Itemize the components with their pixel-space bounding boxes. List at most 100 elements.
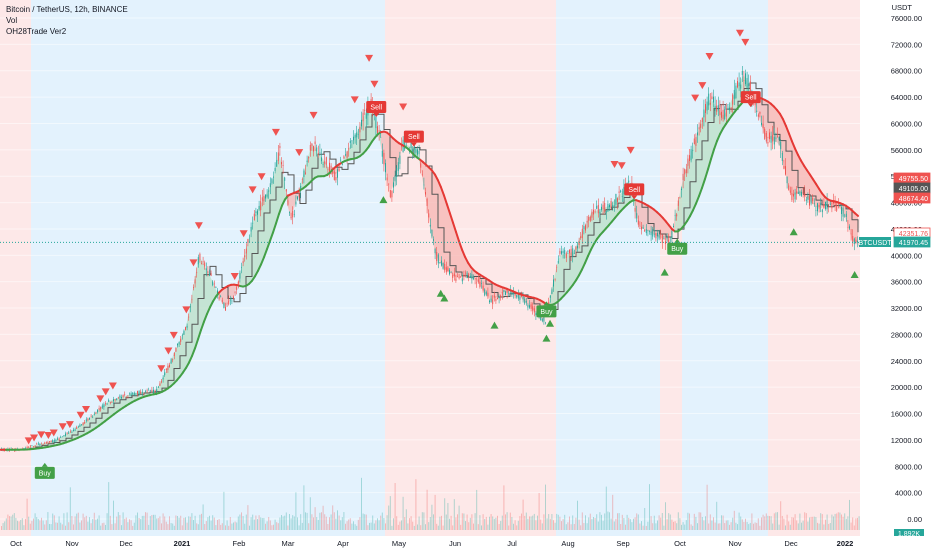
volume-bar: [285, 512, 287, 530]
candle-body: [655, 233, 657, 239]
sell-marker: [610, 161, 619, 169]
price-badge-box: [893, 236, 931, 248]
candle-body: [797, 191, 799, 195]
volume-bar: [348, 519, 350, 530]
candle-body: [436, 252, 438, 261]
candle-body: [517, 294, 519, 299]
volume-bar: [241, 512, 242, 530]
volume-bar: [690, 524, 692, 530]
candle-body: [425, 192, 426, 195]
candle-body: [36, 443, 38, 445]
candle-body: [700, 123, 702, 128]
time-tick-label: Dec: [119, 539, 133, 548]
candle-body: [676, 214, 678, 217]
volume-bar: [87, 521, 89, 530]
signal-label-box: [667, 242, 688, 255]
volume-bar: [844, 513, 846, 530]
ma-band-segment: [708, 99, 711, 170]
candle-body: [709, 102, 711, 105]
candle-body: [268, 190, 270, 192]
candle-body: [533, 308, 535, 313]
time-tick-label: Sep: [616, 539, 629, 548]
volume-bar: [705, 516, 706, 530]
candle-body: [628, 180, 630, 183]
ma-line-segment: [191, 347, 196, 358]
ma-line-segment: [434, 173, 439, 182]
volume-bar: [4, 521, 6, 530]
candle-body: [260, 201, 262, 211]
price-axis[interactable]: USDT 76000.00 72000.00 68000.00 64000.00 6000…: [858, 0, 932, 550]
volume-bar: [113, 500, 114, 530]
candle-body: [471, 274, 473, 280]
time-tick-label: 2022: [837, 539, 854, 548]
candle-body: [68, 432, 70, 434]
volume-bar: [257, 519, 258, 530]
candle-body: [127, 396, 129, 398]
price-tick-label: 8000.00: [895, 462, 922, 471]
candle-body: [554, 278, 556, 280]
volume-bar: [353, 521, 354, 530]
ma-line-segment: [584, 255, 589, 265]
volume-bar: [458, 505, 460, 530]
sell-marker: [24, 437, 33, 445]
candle-body: [545, 322, 546, 324]
ma-line-segment: [794, 147, 799, 156]
volume-bar: [229, 517, 231, 530]
ma-band-segment: [168, 360, 171, 389]
time-axis[interactable]: Oct Nov Dec 2021 Feb Mar Apr May Jun Jul Aug Sep Oct…: [0, 536, 932, 550]
ma-band-segment: [432, 170, 435, 254]
sell-marker: [309, 111, 318, 119]
volume-bar: [775, 512, 777, 530]
candle-body: [100, 406, 102, 410]
volume-bar: [671, 519, 673, 530]
ma-line-segment: [275, 212, 280, 225]
sell-marker: [182, 306, 191, 314]
time-tick-label: May: [392, 539, 406, 548]
volume-bar: [674, 521, 676, 530]
volume-bar: [305, 512, 306, 530]
oh28trade-indicator-label[interactable]: OH28Trade Ver2: [6, 27, 67, 36]
candle-body: [591, 211, 593, 218]
volume-bar: [842, 516, 844, 530]
volume-bar: [258, 515, 260, 530]
volume-bar: [463, 513, 465, 530]
grid-lines: [0, 17, 860, 520]
ma-line-segment: [701, 177, 706, 189]
candle-body: [697, 132, 698, 136]
sell-marker: [58, 423, 67, 431]
ma-band-segment: [357, 124, 360, 158]
volume-indicator-label[interactable]: Vol: [6, 16, 18, 25]
ma-band-segment: [714, 103, 717, 150]
volume-bar: [495, 517, 497, 530]
sell-marker: [248, 186, 257, 194]
volume-bar: [103, 522, 105, 530]
candle-body: [188, 316, 190, 318]
volume-bar: [172, 523, 174, 530]
volume-bar: [215, 525, 217, 530]
volume-bar: [581, 512, 583, 530]
candle-body: [23, 447, 25, 449]
candle-body: [735, 85, 737, 99]
volume-bar: [610, 518, 612, 530]
ma-band-segment: [312, 143, 315, 181]
volume-bar: [148, 524, 150, 530]
candle-body: [452, 274, 454, 278]
candle-body: [759, 111, 761, 114]
symbol-title[interactable]: Bitcoin / TetherUS, 12h, BINANCE: [6, 5, 128, 14]
ma-line-segment: [788, 132, 793, 143]
candle-body: [130, 393, 132, 397]
sell-marker: [108, 382, 117, 390]
sell-marker: [365, 54, 374, 62]
ma-band-segment: [699, 119, 702, 197]
volume-bar: [829, 523, 831, 530]
ma-band-segment: [252, 214, 255, 281]
sell-marker: [82, 405, 90, 413]
candle-body: [447, 267, 449, 272]
candle-body: [532, 306, 534, 311]
candle-body: [748, 83, 750, 86]
volume-bar: [157, 518, 159, 530]
ma-band-segment: [816, 183, 819, 210]
volume-bar: [133, 522, 135, 530]
candle-body: [340, 159, 342, 161]
